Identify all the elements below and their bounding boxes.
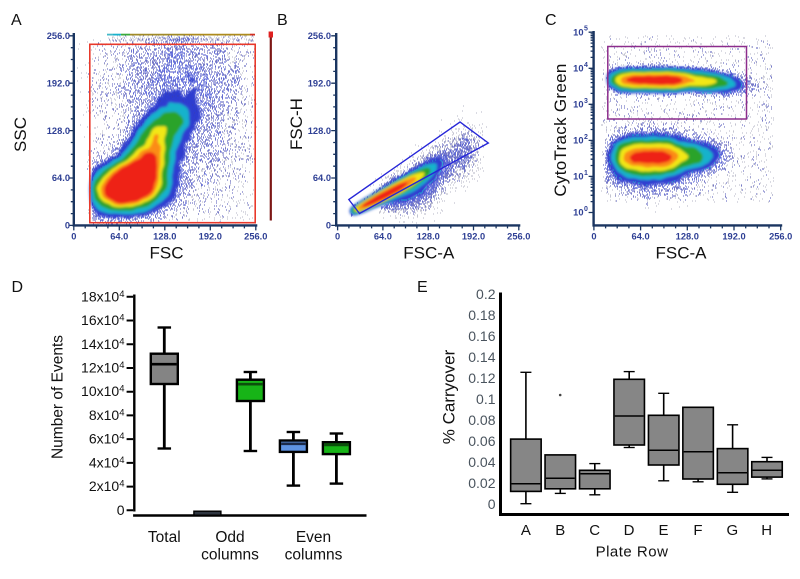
svg-text:64.0: 64.0 [632, 232, 650, 242]
svg-text:0: 0 [584, 206, 588, 213]
svg-text:0.18: 0.18 [468, 307, 495, 323]
svg-text:256.0: 256.0 [47, 31, 70, 41]
svg-text:B: B [277, 12, 288, 29]
svg-text:10: 10 [573, 136, 583, 146]
svg-text:FSC-A: FSC-A [403, 244, 455, 263]
svg-text:256.0: 256.0 [244, 232, 267, 242]
svg-text:columns: columns [285, 547, 343, 564]
svg-text:0: 0 [488, 496, 496, 512]
svg-text:0: 0 [117, 502, 125, 518]
svg-text:A: A [521, 522, 531, 539]
svg-text:Number of Events: Number of Events [50, 335, 67, 459]
svg-text:Odd: Odd [215, 529, 244, 546]
svg-text:D: D [12, 279, 24, 296]
svg-text:8x104: 8x104 [89, 407, 125, 423]
svg-text:G: G [726, 522, 738, 539]
svg-text:192.0: 192.0 [308, 78, 331, 88]
svg-text:10x104: 10x104 [81, 383, 124, 399]
svg-text:4: 4 [584, 62, 588, 69]
svg-text:5: 5 [584, 26, 588, 33]
svg-text:128.0: 128.0 [47, 126, 70, 136]
svg-text:12x104: 12x104 [81, 360, 124, 376]
svg-text:Plate Row: Plate Row [596, 544, 669, 561]
svg-text:128.0: 128.0 [308, 126, 331, 136]
svg-text:0: 0 [335, 232, 340, 242]
svg-text:192.0: 192.0 [47, 78, 70, 88]
svg-text:0.14: 0.14 [468, 349, 495, 365]
svg-text:0: 0 [326, 221, 331, 231]
svg-text:D: D [624, 522, 635, 539]
svg-text:4x104: 4x104 [89, 454, 125, 470]
svg-text:16x104: 16x104 [81, 312, 124, 328]
svg-text:FSC-H: FSC-H [287, 98, 306, 150]
svg-text:192.0: 192.0 [722, 232, 745, 242]
svg-text:3: 3 [584, 98, 588, 105]
svg-text:192.0: 192.0 [462, 232, 485, 242]
svg-text:Even: Even [296, 529, 331, 546]
svg-text:SSC: SSC [11, 117, 30, 152]
svg-text:64.0: 64.0 [374, 232, 392, 242]
svg-text:0.04: 0.04 [468, 454, 495, 470]
svg-text:B: B [555, 522, 565, 539]
svg-text:6x104: 6x104 [89, 431, 125, 447]
svg-text:128.0: 128.0 [153, 232, 176, 242]
svg-text:0: 0 [65, 221, 70, 231]
svg-text:C: C [545, 12, 557, 29]
svg-text:1: 1 [584, 170, 588, 177]
svg-text:0.02: 0.02 [468, 475, 495, 491]
svg-text:10: 10 [573, 64, 583, 74]
svg-text:H: H [761, 522, 772, 539]
svg-text:FSC-A: FSC-A [656, 244, 708, 263]
svg-text:0.2: 0.2 [476, 286, 496, 302]
svg-text:E: E [417, 279, 428, 296]
svg-text:% Carryover: % Carryover [440, 349, 459, 444]
svg-text:2x104: 2x104 [89, 478, 125, 494]
svg-text:10: 10 [573, 27, 583, 37]
svg-text:128.0: 128.0 [676, 232, 699, 242]
svg-text:FSC: FSC [150, 244, 184, 263]
svg-text:128.0: 128.0 [417, 232, 440, 242]
svg-text:0: 0 [591, 232, 596, 242]
svg-text:0.1: 0.1 [476, 391, 496, 407]
svg-text:0.06: 0.06 [468, 433, 495, 449]
svg-text:256.0: 256.0 [308, 31, 331, 41]
svg-text:0: 0 [71, 232, 76, 242]
svg-text:columns: columns [201, 547, 259, 564]
svg-text:14x104: 14x104 [81, 336, 124, 352]
svg-text:18x104: 18x104 [81, 288, 124, 304]
svg-text:10: 10 [573, 172, 583, 182]
svg-text:192.0: 192.0 [199, 232, 222, 242]
svg-text:CytoTrack Green: CytoTrack Green [551, 63, 570, 196]
svg-text:10: 10 [573, 100, 583, 110]
svg-text:0.16: 0.16 [468, 328, 495, 344]
svg-text:0.12: 0.12 [468, 370, 495, 386]
svg-text:10: 10 [573, 208, 583, 218]
svg-text:C: C [589, 522, 600, 539]
svg-text:256.0: 256.0 [507, 232, 530, 242]
svg-text:256.0: 256.0 [769, 232, 792, 242]
svg-text:F: F [693, 522, 702, 539]
svg-text:0.08: 0.08 [468, 412, 495, 428]
svg-text:64.0: 64.0 [313, 173, 331, 183]
svg-text:A: A [11, 12, 22, 29]
svg-text:2: 2 [584, 134, 588, 141]
svg-text:E: E [658, 522, 668, 539]
svg-text:64.0: 64.0 [52, 173, 70, 183]
svg-text:64.0: 64.0 [110, 232, 128, 242]
svg-text:Total: Total [148, 529, 181, 546]
